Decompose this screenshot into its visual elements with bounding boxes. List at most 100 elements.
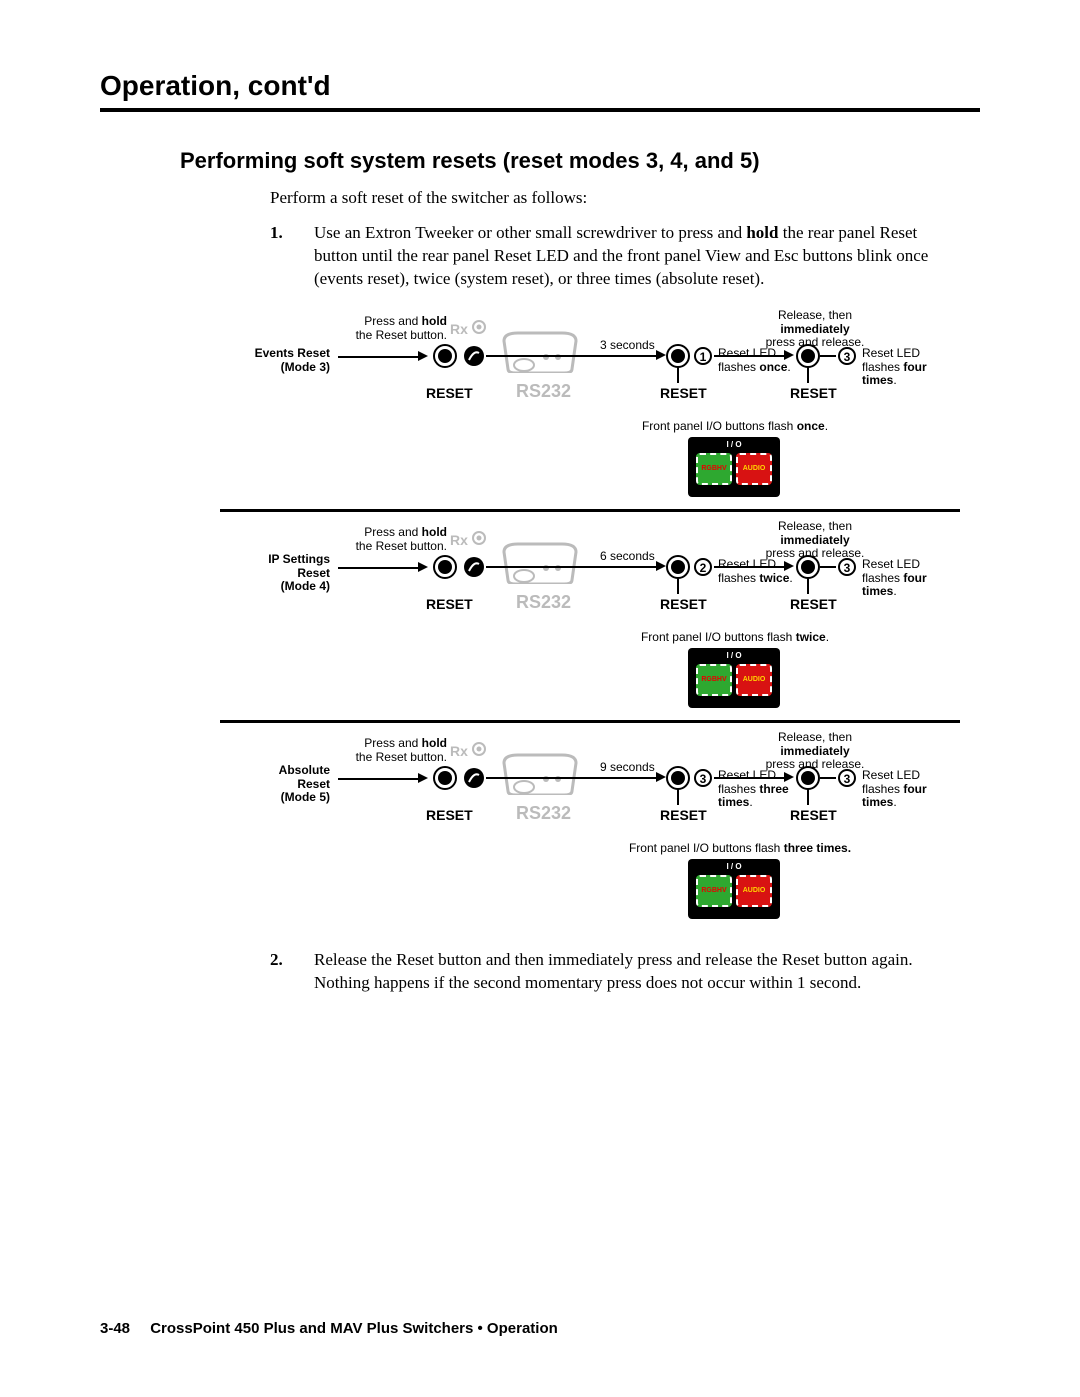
reset-btn-icon-4d <box>796 555 820 579</box>
mode-label-4: IP Settings Reset (Mode 4) <box>220 553 330 594</box>
page-header: Operation, cont'd <box>100 70 980 102</box>
tick-3a <box>677 367 679 383</box>
reset-label-4c: RESET <box>790 596 837 612</box>
reset-btn-icon-4a <box>433 555 457 579</box>
reset-btn-icon-4b <box>462 555 486 579</box>
timeline-4a <box>486 566 658 568</box>
diagram-mode4: Press and hold the Reset button. Rx IP S… <box>220 520 960 720</box>
io-btn-audio-5: AUDIO <box>736 875 772 907</box>
rx-label-4: Rx <box>450 532 468 548</box>
press-label-5: Press and hold the Reset button. <box>332 737 447 765</box>
reset-label-3a: RESET <box>426 385 473 401</box>
reset-label-3b: RESET <box>660 385 707 401</box>
rx-label-3: Rx <box>450 321 468 337</box>
press-label-4: Press and hold the Reset button. <box>332 526 447 554</box>
step-body-1: Use an Extron Tweeker or other small scr… <box>314 222 940 291</box>
seconds-3: 3 seconds <box>600 339 655 353</box>
reset-label-3c: RESET <box>790 385 837 401</box>
mode-arrow-5 <box>338 778 420 780</box>
reset-btn-icon-3b <box>462 344 486 368</box>
tick-3b <box>807 367 809 383</box>
rule-after-mode3 <box>220 509 960 512</box>
rx-led-icon-5 <box>471 741 487 757</box>
circled-num-3a: 1 <box>694 347 712 365</box>
rx-led-icon-4 <box>471 530 487 546</box>
seconds-5: 9 seconds <box>600 761 655 775</box>
step1-bold: hold <box>746 223 778 242</box>
step-num-1: 1. <box>270 222 314 291</box>
timeline-arrow-4a <box>656 561 666 571</box>
reset-label-4a: RESET <box>426 596 473 612</box>
reset-btn-icon-4c <box>666 555 690 579</box>
panel-caption-3: Front panel I/O buttons flash once. <box>620 419 850 433</box>
mode-label-5: Absolute Reset (Mode 5) <box>220 764 330 805</box>
conn-5 <box>820 777 836 779</box>
reset-btn-icon-5c <box>666 766 690 790</box>
press-label-3: Press and hold the Reset button. <box>332 315 447 343</box>
led-text-4b: Reset LED flashes four times. <box>862 558 937 599</box>
rx-led-icon-3 <box>471 319 487 335</box>
circled-num-5a: 3 <box>694 769 712 787</box>
timeline-arrow-3b <box>784 350 794 360</box>
timeline-3a <box>486 355 658 357</box>
io-btn-rgb-5: RGBHV <box>696 875 732 907</box>
mode-arrowhead-5 <box>418 773 428 783</box>
reset-btn-icon-5a <box>433 766 457 790</box>
led-text-5b: Reset LED flashes four times. <box>862 769 937 810</box>
io-panel-label-4: I / O <box>688 648 780 660</box>
page-footer: 3-48 CrossPoint 450 Plus and MAV Plus Sw… <box>100 1320 558 1337</box>
timeline-arrow-5a <box>656 772 666 782</box>
reset-btn-icon-3c <box>666 344 690 368</box>
seconds-4: 6 seconds <box>600 550 655 564</box>
timeline-arrow-5b <box>784 772 794 782</box>
rs232-label-3: RS232 <box>516 381 571 402</box>
step-2: 2. Release the Reset button and then imm… <box>270 949 940 995</box>
diagram-area: Press and hold the Reset button. Rx Even… <box>220 309 960 931</box>
section-title: Performing soft system resets (reset mod… <box>180 148 980 174</box>
mode-arrow-4 <box>338 567 420 569</box>
mode-arrow-3 <box>338 356 420 358</box>
reset-btn-icon-5d <box>796 766 820 790</box>
step-body-2: Release the Reset button and then immedi… <box>314 949 940 995</box>
tick-5a <box>677 789 679 805</box>
circled-num-4a: 2 <box>694 558 712 576</box>
page-number: 3-48 <box>100 1320 130 1337</box>
step-num-2: 2. <box>270 949 314 995</box>
step1-pre: Use an Extron Tweeker or other small scr… <box>314 223 746 242</box>
tick-5b <box>807 789 809 805</box>
timeline-arrow-3a <box>656 350 666 360</box>
led-text-3a: Reset LED flashes once. <box>718 347 793 375</box>
timeline-arrow-4b <box>784 561 794 571</box>
reset-btn-icon-3d <box>796 344 820 368</box>
reset-label-4b: RESET <box>660 596 707 612</box>
step-1: 1. Use an Extron Tweeker or other small … <box>270 222 940 291</box>
timeline-3b <box>714 355 786 357</box>
rs232-port-icon-4 <box>500 540 580 584</box>
timeline-4b <box>714 566 786 568</box>
io-btn-rgb-4: RGBHV <box>696 664 732 696</box>
io-btn-audio-4: AUDIO <box>736 664 772 696</box>
rs232-port-icon-3 <box>500 329 580 373</box>
mode-label-3: Events Reset (Mode 3) <box>220 347 330 375</box>
io-panel-label: I / O <box>688 437 780 449</box>
footer-text: CrossPoint 450 Plus and MAV Plus Switche… <box>150 1320 558 1337</box>
io-panel-5: I / O RGBHV AUDIO <box>688 859 780 919</box>
tick-4a <box>677 578 679 594</box>
io-panel-4: I / O RGBHV AUDIO <box>688 648 780 708</box>
circled-num-4b: 3 <box>838 558 856 576</box>
reset-label-5b: RESET <box>660 807 707 823</box>
rs232-port-icon-5 <box>500 751 580 795</box>
panel-caption-4: Front panel I/O buttons flash twice. <box>620 630 850 644</box>
diagram-mode3: Press and hold the Reset button. Rx Even… <box>220 309 960 509</box>
conn-3 <box>820 355 836 357</box>
reset-btn-icon-5b <box>462 766 486 790</box>
circled-num-3b: 3 <box>838 347 856 365</box>
io-btn-rgb: RGBHV <box>696 453 732 485</box>
io-panel-3: I / O RGBHV AUDIO <box>688 437 780 497</box>
io-panel-label-5: I / O <box>688 859 780 871</box>
rule-after-mode4 <box>220 720 960 723</box>
tick-4b <box>807 578 809 594</box>
timeline-5a <box>486 777 658 779</box>
led-text-3b: Reset LED flashes four times. <box>862 347 937 388</box>
led-text-5a: Reset LED flashes three times. <box>718 769 793 810</box>
